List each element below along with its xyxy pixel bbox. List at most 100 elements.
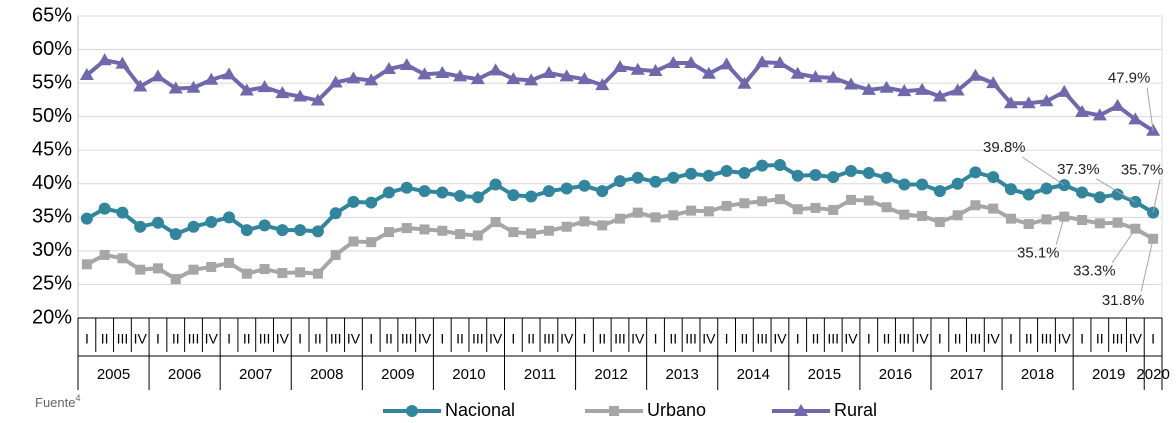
marker (560, 182, 573, 195)
x-tick-label: I (1080, 331, 1084, 347)
marker (435, 66, 450, 79)
x-tick-label: I (440, 331, 444, 347)
x-tick-label: II (385, 331, 393, 347)
marker (294, 224, 307, 237)
marker (631, 171, 644, 184)
x-tick-label: IV (631, 331, 645, 347)
marker (1004, 183, 1017, 196)
marker (915, 82, 930, 95)
leader-line (1140, 238, 1154, 292)
marker (366, 237, 377, 248)
marker (240, 224, 253, 237)
x-tick-label: I (227, 331, 231, 347)
marker (401, 223, 412, 234)
marker (79, 68, 94, 81)
marker (791, 169, 804, 182)
y-tick-label: 55% (32, 71, 72, 93)
marker (295, 267, 306, 278)
value-label: 47.9% (1108, 70, 1151, 87)
marker (597, 220, 608, 231)
marker (1022, 188, 1035, 201)
x-tick-label: IV (915, 331, 929, 347)
marker (543, 225, 554, 236)
marker (578, 179, 591, 192)
marker (365, 196, 378, 209)
marker (329, 207, 342, 220)
value-label: 35.7% (1121, 162, 1164, 179)
source-sup: 4 (75, 393, 80, 403)
marker (472, 230, 483, 241)
x-tick-label: IV (276, 331, 290, 347)
marker (808, 70, 823, 83)
y-tick-label: 50% (32, 105, 72, 127)
marker (721, 200, 732, 211)
marker (986, 76, 1001, 89)
marker (328, 75, 343, 88)
marker (1021, 96, 1036, 109)
marker (490, 217, 501, 228)
leader-line (1021, 156, 1065, 186)
x-tick-label: II (456, 331, 464, 347)
marker (1075, 104, 1090, 117)
marker (1077, 215, 1088, 226)
marker (98, 202, 111, 215)
marker (383, 227, 394, 238)
x-tick-label: IV (560, 331, 574, 347)
marker (596, 185, 609, 198)
marker (381, 62, 396, 75)
marker (224, 257, 235, 268)
marker (899, 209, 910, 220)
marker (526, 228, 537, 239)
x-tick-label: III (898, 331, 910, 347)
marker (525, 190, 538, 203)
leader-line (1111, 228, 1136, 264)
marker (524, 73, 539, 86)
marker (810, 202, 821, 213)
x-tick-label: III (685, 331, 697, 347)
x-group-label: 2012 (594, 366, 627, 383)
marker (917, 210, 928, 221)
marker (1110, 98, 1125, 111)
x-tick-label: III (117, 331, 129, 347)
y-tick-label: 40% (32, 172, 72, 194)
marker (116, 206, 129, 219)
x-group-label: 2005 (97, 366, 130, 383)
marker (703, 206, 714, 217)
source: Fuente4 (35, 393, 81, 410)
marker (169, 228, 182, 241)
marker (1093, 191, 1106, 204)
x-tick-label: III (401, 331, 413, 347)
marker (772, 55, 787, 68)
marker (790, 66, 805, 79)
x-tick-label: III (1041, 331, 1053, 347)
x-tick-label: IV (347, 331, 361, 347)
marker (541, 66, 556, 79)
marker (134, 220, 147, 233)
x-tick-label: II (243, 331, 251, 347)
x-tick-label: IV (205, 331, 219, 347)
marker (239, 83, 254, 96)
marker (115, 56, 130, 69)
x-tick-label: IV (773, 331, 787, 347)
marker (382, 186, 395, 199)
marker (186, 80, 201, 93)
marker (542, 185, 555, 198)
x-tick-label: I (1009, 331, 1013, 347)
x-group-label: 2020 (1136, 366, 1169, 383)
marker (844, 77, 859, 90)
marker (471, 191, 484, 204)
x-tick-label: II (741, 331, 749, 347)
marker (133, 79, 148, 92)
x-tick-label: III (614, 331, 626, 347)
x-tick-label: III (543, 331, 555, 347)
x-group-label: 2016 (879, 366, 912, 383)
marker (595, 78, 610, 91)
marker (99, 249, 110, 260)
y-tick-label: 20% (32, 306, 72, 328)
x-tick-label: IV (1129, 331, 1143, 347)
x-tick-label: I (938, 331, 942, 347)
marker (152, 263, 163, 274)
x-tick-label: II (101, 331, 109, 347)
x-tick-label: I (1151, 331, 1155, 347)
